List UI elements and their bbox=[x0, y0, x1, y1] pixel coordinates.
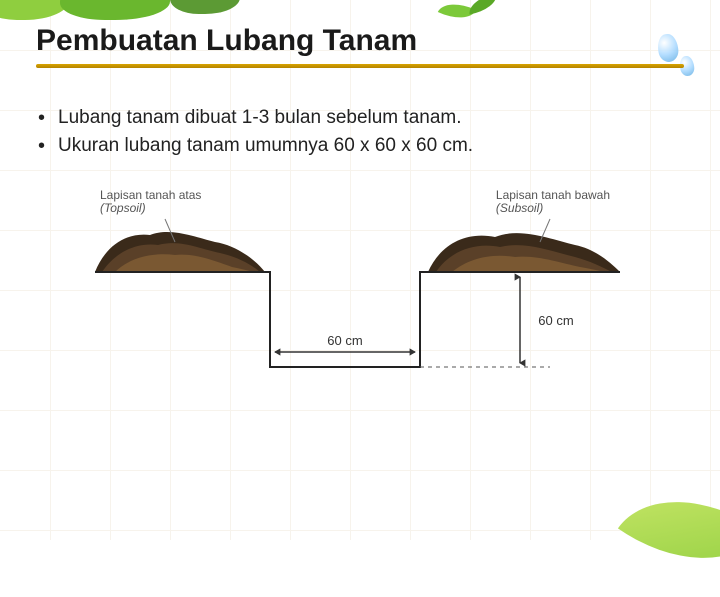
topsoil-pile bbox=[95, 232, 265, 272]
depth-label: 60 cm bbox=[538, 313, 573, 328]
slide-content: Pembuatan Lubang Tanam Lubang tanam dibu… bbox=[0, 0, 720, 431]
bullet-list: Lubang tanam dibuat 1-3 bulan sebelum ta… bbox=[36, 104, 684, 159]
subsoil-pile bbox=[428, 233, 620, 272]
planting-hole-diagram: Lapisan tanah atas (Topsoil) Lapisan tan… bbox=[80, 187, 640, 407]
bullet-item: Ukuran lubang tanam umumnya 60 x 60 x 60… bbox=[36, 132, 684, 160]
diagram-svg: 60 cm 60 cm bbox=[80, 187, 640, 407]
width-label: 60 cm bbox=[327, 333, 362, 348]
topsoil-sublabel: (Topsoil) bbox=[100, 201, 146, 215]
subsoil-label: Lapisan tanah bawah bbox=[496, 188, 610, 202]
page-title: Pembuatan Lubang Tanam bbox=[36, 24, 684, 58]
topsoil-label: Lapisan tanah atas bbox=[100, 188, 201, 202]
subsoil-sublabel: (Subsoil) bbox=[496, 201, 543, 215]
title-underline bbox=[36, 64, 684, 68]
bullet-item: Lubang tanam dibuat 1-3 bulan sebelum ta… bbox=[36, 104, 684, 132]
